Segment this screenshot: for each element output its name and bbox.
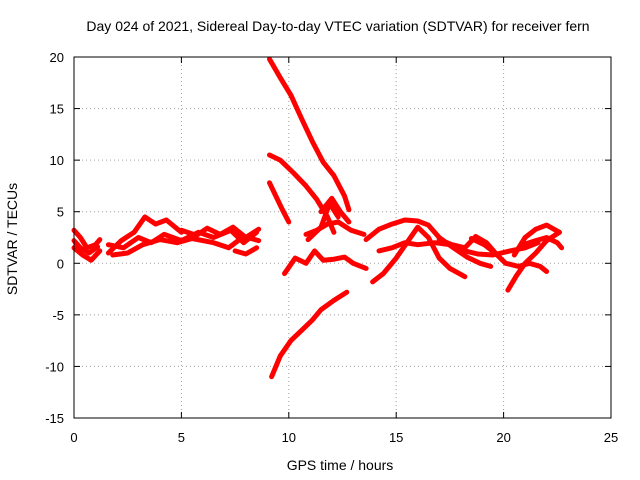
y-tick-label: 5 [57, 205, 64, 220]
plot-frame [73, 56, 612, 419]
series-arc-7 [178, 224, 262, 240]
y-tick-label: 15 [50, 102, 64, 117]
y-tick-label: -10 [45, 359, 64, 374]
data-series [71, 56, 565, 380]
series-arc-10 [267, 152, 337, 235]
y-tick-label: -15 [45, 411, 64, 426]
series-arc-9 [267, 56, 352, 213]
x-tick-label: 5 [178, 430, 185, 445]
series-arc-16 [318, 195, 352, 225]
series-arc-11 [267, 180, 292, 225]
series-arc-13 [282, 248, 369, 277]
series-arc-4 [105, 214, 184, 256]
y-tick-label: 0 [57, 256, 64, 271]
series-arc-8 [232, 245, 260, 257]
x-tick-label: 0 [70, 430, 77, 445]
series-arc-18 [363, 217, 494, 269]
y-tick-label: 20 [50, 50, 64, 65]
series-arc-6 [110, 234, 262, 258]
series-arc-24 [520, 235, 565, 251]
chart-title: Day 024 of 2021, Sidereal Day-to-day VTE… [86, 18, 589, 34]
x-tick-label: 25 [604, 430, 618, 445]
tick-labels: 0 5 10 15 20 25 -15 -10 -5 0 5 10 15 20 [45, 50, 618, 445]
x-axis-label: GPS time / hours [287, 457, 394, 473]
grid [74, 57, 611, 418]
x-tick-label: 20 [496, 430, 510, 445]
series-arc-2 [71, 245, 103, 263]
x-tick-label: 10 [282, 430, 296, 445]
series-arc-12 [269, 289, 350, 380]
series-arc-15 [305, 201, 341, 243]
series-arc-17 [370, 224, 468, 285]
x-tick-label: 15 [389, 430, 403, 445]
series-arc-21 [468, 236, 550, 274]
axis-ticks [73, 56, 612, 419]
y-axis-label: SDTVAR / TECUs [4, 183, 20, 295]
series-arc-3 [71, 238, 101, 256]
y-tick-label: 10 [50, 153, 64, 168]
y-tick-label: -5 [52, 308, 64, 323]
series-arc-1 [71, 227, 103, 251]
